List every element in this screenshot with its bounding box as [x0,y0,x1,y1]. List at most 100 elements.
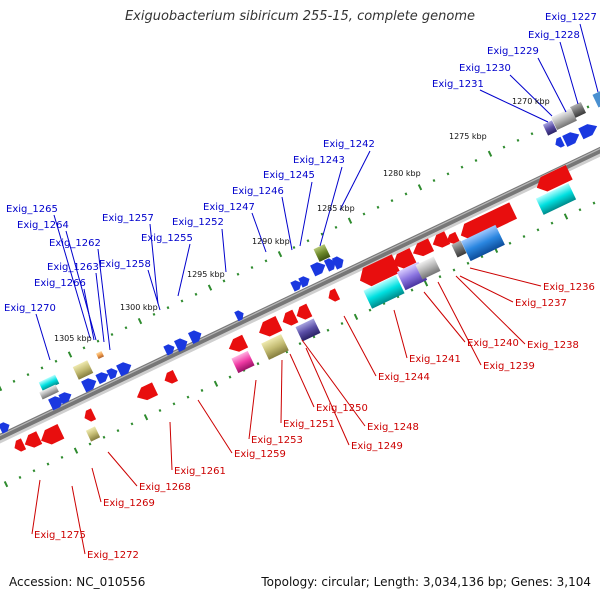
minor-tick [200,388,204,392]
reverse-leader-line [469,267,542,287]
minor-tick [292,245,296,249]
reverse-gene-arrow [432,231,451,248]
forward-leader-line [509,74,553,117]
reverse-gene-arrow [446,231,460,244]
reverse-gene-label: Exig_1269 [103,498,155,509]
minor-tick [432,179,436,183]
major-tick [137,317,143,325]
minor-tick [26,373,30,377]
forward-leader-line [339,150,371,211]
reverse-leader-line [197,399,233,454]
forward-leader-line [53,214,91,339]
gene-block [72,360,94,380]
minor-tick [158,409,162,413]
minor-tick [466,261,470,265]
forward-gene-label: Exig_1258 [99,259,151,270]
minor-tick [578,208,582,212]
forward-gene-arrow [95,372,109,385]
forward-gene-label: Exig_1257 [102,213,154,224]
minor-tick [306,239,310,243]
map-title: Exiguobacterium sibiricum 255-15, comple… [124,9,476,24]
forward-gene-label: Exig_1262 [49,238,101,249]
reverse-gene-label: Exig_1268 [139,482,191,493]
minor-tick [438,275,442,279]
major-tick [487,150,493,157]
minor-tick [180,299,184,303]
forward-leader-line [251,212,267,253]
reverse-leader-line [91,467,102,503]
forward-gene-label: Exig_1230 [459,63,511,74]
major-tick [353,313,359,320]
major-tick [207,284,213,291]
kbp-tick-label: 1270 kbp [512,97,550,106]
reverse-gene-arrow [393,248,417,269]
reverse-gene-arrow [259,316,283,337]
gene-block [551,107,577,131]
reverse-gene-label: Exig_1253 [251,435,303,446]
forward-gene-label: Exig_1231 [432,79,484,90]
minor-tick [460,165,464,169]
forward-gene-arrow [331,256,344,270]
forward-gene-arrow [298,276,310,288]
reverse-leader-line [248,379,257,440]
kbp-tick-label: 1290 kbp [252,237,290,246]
reverse-leader-line [31,479,41,535]
minor-tick [474,158,478,162]
kbp-tick-label: 1295 kbp [187,270,225,279]
kbp-tick-label: 1275 kbp [449,132,487,141]
minor-tick [516,138,520,142]
reverse-gene-label: Exig_1240 [467,338,519,349]
minor-tick [530,132,534,136]
minor-tick [46,462,50,466]
minor-tick [550,221,554,225]
reverse-leader-line [437,281,482,366]
reverse-gene-arrow [328,288,341,302]
forward-gene-arrow [173,338,188,353]
forward-leader-line [147,269,161,311]
forward-gene-label: Exig_1252 [172,217,224,228]
major-tick [347,217,353,224]
minor-tick [536,228,540,232]
forward-gene-arrow [58,392,72,405]
forward-leader-line [177,243,191,297]
minor-tick [102,435,106,439]
reverse-leader-line [455,275,526,345]
gene-block [295,318,321,342]
gene-block [95,350,105,360]
minor-tick [334,225,338,229]
minor-tick [362,212,366,216]
minor-tick [452,268,456,272]
forward-gene-label: Exig_1264 [17,220,69,231]
gene-block [569,101,587,119]
reverse-gene-arrow [24,431,43,448]
minor-tick [508,241,512,245]
reverse-leader-line [169,421,173,471]
gene-block [461,224,505,262]
reverse-gene-arrow [359,254,401,287]
reverse-gene-label: Exig_1250 [316,403,368,414]
forward-gene-label: Exig_1229 [487,46,539,57]
minor-tick [236,272,240,276]
gene-block [451,240,467,258]
reverse-leader-line [423,291,466,343]
forward-leader-line [35,313,51,361]
minor-tick [368,308,372,312]
reverse-gene-arrow [136,382,159,401]
minor-tick [340,322,344,326]
gene-block [39,384,59,400]
reverse-gene-arrow [14,438,27,452]
kbp-tick-label: 1285 kbp [317,204,355,213]
minor-tick [60,455,64,459]
minor-tick [194,292,198,296]
minor-tick [228,375,232,379]
minor-tick [250,266,254,270]
reverse-gene-label: Exig_1251 [283,419,335,430]
minor-tick [326,328,330,332]
gene-layer [0,90,600,452]
forward-leader-line [559,41,579,105]
minor-tick [522,235,526,239]
minor-tick [390,199,394,203]
reverse-gene-label: Exig_1249 [351,441,403,452]
forward-leader-line [97,248,111,351]
minor-tick [18,475,22,479]
